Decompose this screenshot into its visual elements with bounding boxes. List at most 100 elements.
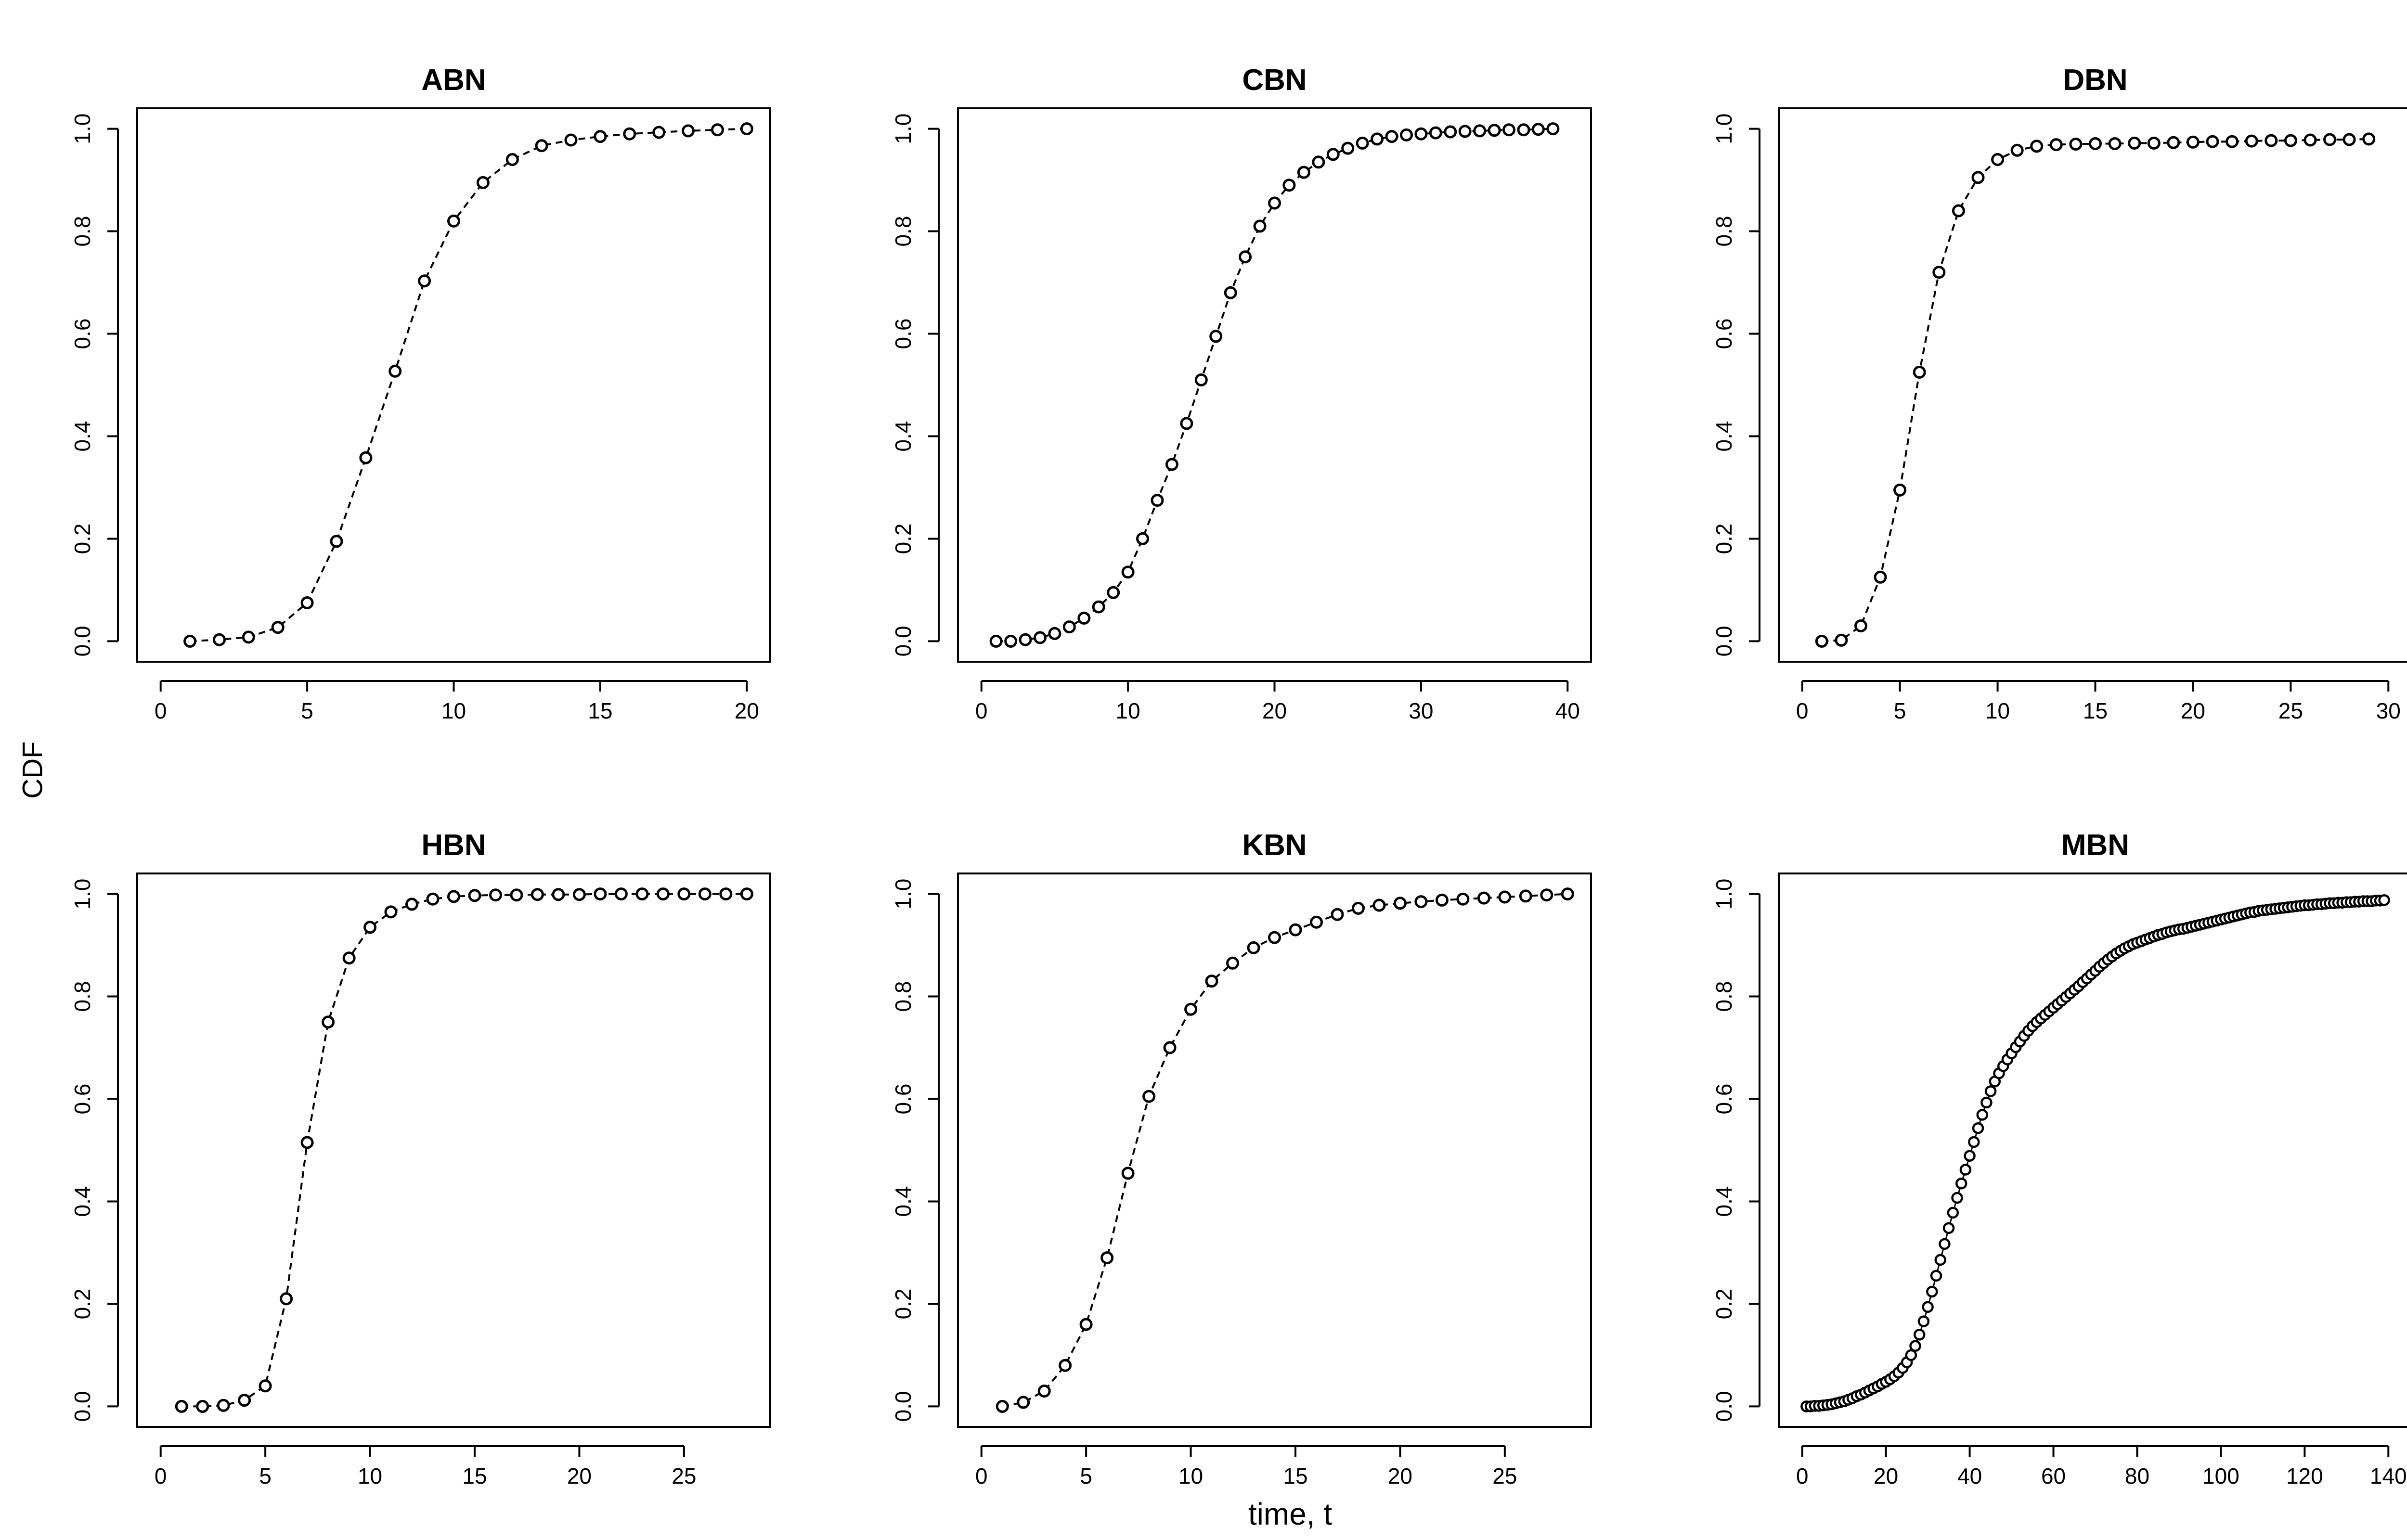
data-point bbox=[1502, 123, 1515, 137]
data-point bbox=[2362, 132, 2376, 146]
panel-title: ABN bbox=[421, 64, 486, 97]
y-tick-label: 0.2 bbox=[1711, 1288, 1736, 1319]
y-tick-label: 0.0 bbox=[70, 1391, 95, 1422]
data-point bbox=[1136, 532, 1149, 545]
data-point bbox=[1429, 126, 1442, 140]
data-point bbox=[1341, 141, 1355, 155]
data-point bbox=[1456, 892, 1470, 906]
y-tick-label: 0.4 bbox=[891, 1186, 916, 1217]
panel-title: MBN bbox=[2061, 829, 2129, 862]
data-point bbox=[1939, 1238, 1951, 1250]
x-tick-label: 60 bbox=[2041, 1463, 2066, 1489]
data-point bbox=[740, 887, 753, 901]
data-point bbox=[476, 176, 490, 189]
panel-title: CBN bbox=[1242, 64, 1307, 97]
data-point bbox=[238, 1394, 251, 1407]
data-point bbox=[1984, 1085, 1997, 1097]
data-point bbox=[1163, 1041, 1177, 1054]
series-markers bbox=[1815, 132, 2376, 648]
data-point bbox=[1331, 908, 1344, 921]
data-point bbox=[594, 130, 607, 143]
y-tick-label: 0.0 bbox=[1711, 1391, 1736, 1422]
data-point bbox=[2147, 136, 2161, 150]
data-point bbox=[1488, 124, 1501, 137]
data-point bbox=[1184, 1002, 1198, 1016]
data-point bbox=[2030, 140, 2044, 153]
y-tick-label: 0.4 bbox=[1711, 1186, 1736, 1217]
data-point bbox=[656, 887, 670, 901]
data-point bbox=[1372, 898, 1386, 912]
panel-cbn: CBN 0 10 20 30 40 0.0 0.2 0.4 0.6 0.8 1.0 bbox=[891, 64, 1592, 723]
y-tick-label: 0.2 bbox=[70, 1288, 95, 1319]
data-point bbox=[1247, 941, 1260, 954]
data-point bbox=[564, 133, 578, 147]
data-point bbox=[2265, 134, 2278, 147]
data-point bbox=[1854, 619, 1867, 632]
data-point bbox=[1226, 956, 1239, 970]
x-tick-label: 25 bbox=[672, 1463, 696, 1489]
x-tick-label: 5 bbox=[301, 698, 313, 723]
data-point bbox=[2010, 143, 2024, 157]
data-point bbox=[280, 1292, 293, 1306]
data-point bbox=[1893, 483, 1907, 497]
data-point bbox=[300, 1136, 314, 1149]
data-point bbox=[217, 1399, 230, 1412]
data-point bbox=[989, 634, 1003, 648]
data-point bbox=[1224, 286, 1237, 299]
x-tick-label: 0 bbox=[1796, 698, 1809, 723]
y-tick-label: 1.0 bbox=[891, 114, 916, 144]
data-point bbox=[1107, 586, 1120, 599]
y-tick-label: 0.8 bbox=[891, 981, 916, 1012]
data-point bbox=[1874, 570, 1887, 584]
series-markers bbox=[1800, 894, 2390, 1412]
data-point bbox=[1546, 122, 1560, 136]
y-tick-label: 0.8 bbox=[70, 981, 95, 1012]
x-tick-label: 20 bbox=[1874, 1463, 1898, 1489]
data-point bbox=[1194, 373, 1208, 386]
y-tick-label: 0.0 bbox=[891, 1391, 916, 1422]
data-point bbox=[1059, 1359, 1072, 1372]
y-tick-label: 0.8 bbox=[1711, 216, 1736, 247]
data-point bbox=[1289, 923, 1302, 937]
data-point bbox=[677, 887, 691, 901]
data-point bbox=[1561, 887, 1574, 901]
data-point bbox=[1926, 1285, 1938, 1298]
data-point bbox=[1980, 1096, 1993, 1109]
plot-frame bbox=[1778, 107, 2407, 663]
data-point bbox=[259, 1379, 272, 1393]
data-point bbox=[1017, 1396, 1030, 1409]
data-point bbox=[1991, 153, 2005, 166]
data-point bbox=[447, 890, 460, 903]
x-tick-label: 10 bbox=[1178, 1463, 1203, 1489]
data-point bbox=[1079, 1318, 1093, 1331]
data-point bbox=[1253, 219, 1267, 233]
data-point bbox=[1971, 171, 1985, 184]
x-tick-label: 25 bbox=[2278, 698, 2303, 723]
panel-title: KBN bbox=[1242, 829, 1307, 862]
y-tick-label: 1.0 bbox=[891, 879, 916, 910]
data-point bbox=[1205, 975, 1218, 988]
data-point bbox=[1142, 1090, 1156, 1103]
data-point bbox=[2108, 137, 2122, 150]
x-tick-label: 20 bbox=[735, 698, 759, 723]
y-tick-label: 0.4 bbox=[891, 421, 916, 452]
x-tick-label: 15 bbox=[1283, 1463, 1307, 1489]
data-point bbox=[1952, 204, 1965, 218]
data-point bbox=[1239, 250, 1252, 264]
data-point bbox=[594, 887, 607, 901]
data-point bbox=[1932, 266, 1946, 279]
data-point bbox=[242, 630, 255, 644]
data-point bbox=[322, 1015, 335, 1029]
y-tick-label: 1.0 bbox=[1711, 879, 1736, 910]
y-tick-label: 0.2 bbox=[891, 523, 916, 554]
x-tick-label: 5 bbox=[259, 1463, 272, 1489]
data-point bbox=[711, 123, 724, 137]
x-tick-label: 40 bbox=[1957, 1463, 1982, 1489]
data-point bbox=[1815, 634, 1828, 648]
data-point bbox=[1909, 1340, 1921, 1352]
data-point bbox=[2303, 133, 2317, 147]
data-point bbox=[505, 153, 519, 166]
series-line bbox=[181, 893, 747, 1408]
panel-kbn: KBN 0 5 10 15 20 25 0.0 0.2 0.4 0.6 0.8 1.0 bbox=[891, 829, 1592, 1489]
